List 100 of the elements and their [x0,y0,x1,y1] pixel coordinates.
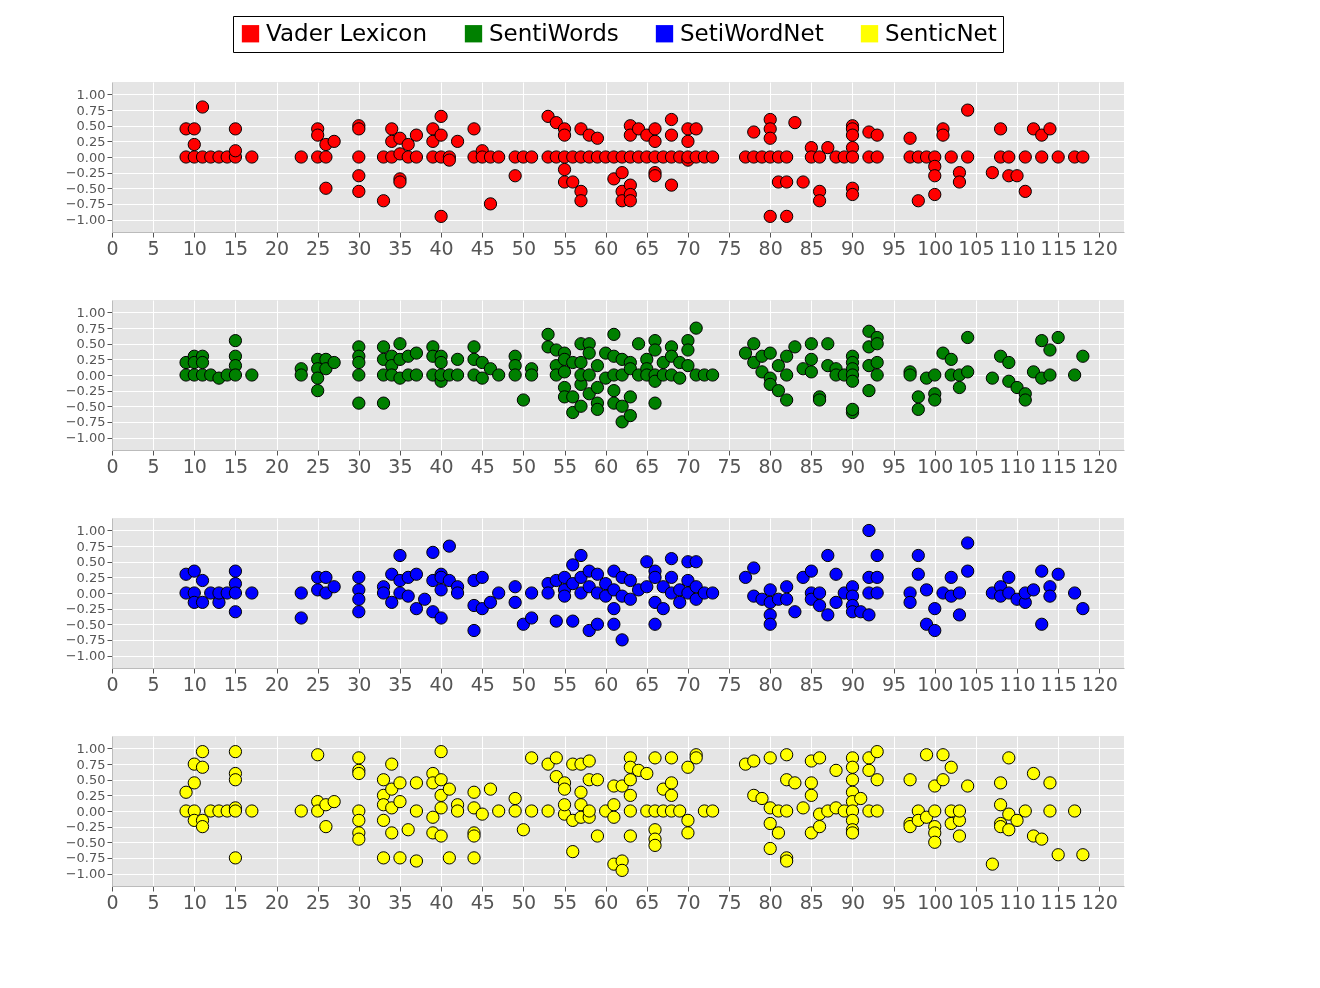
x-tick-label: 110 [999,890,1036,913]
x-tick-label: 80 [758,672,783,695]
x-tick-label: 105 [958,890,995,913]
x-tick-label: 85 [799,890,824,913]
x-tick-label: 90 [840,236,866,259]
x-tick-label: 30 [347,236,372,259]
x-tick-label: 120 [1081,454,1118,477]
y-tick-label: −0.75 [65,850,106,866]
x-tick-label: 55 [552,890,578,913]
x-tick-label: 45 [470,890,495,913]
x-tick-label: 60 [594,890,619,913]
x-tick-label: 40 [429,890,454,913]
x-tick-label: 40 [429,672,454,695]
x-tick-label: 40 [429,454,454,477]
x-tick-label: 105 [958,672,995,695]
y-tick-label: −0.75 [65,632,106,648]
y-tick-label: −0.25 [65,165,106,181]
y-tick-label: 0.75 [76,102,106,118]
y-tick-label: 0.00 [76,585,106,601]
x-tick-label: 35 [388,672,413,695]
x-tick-label: 10 [182,236,207,259]
x-tick-label: 50 [511,454,536,477]
x-tick-label: 90 [840,890,866,913]
legend-label: SentiWords [489,19,619,46]
x-tick-label: 20 [264,236,290,259]
x-tick-label: 15 [223,236,249,259]
y-tick-label: 0.25 [76,351,106,367]
x-tick-label: 110 [999,672,1036,695]
x-tick-label: 5 [147,236,160,259]
x-tick-label: 35 [388,236,413,259]
y-tick-label: 0.75 [76,756,106,772]
x-tick-label: 40 [429,236,454,259]
x-tick-label: 25 [306,236,331,259]
x-tick-label: 55 [552,236,578,259]
y-tick-label: 0.00 [76,367,106,383]
x-tick-label: 95 [882,890,907,913]
x-tick-label: 55 [552,454,578,477]
x-tick-label: 20 [264,890,290,913]
y-tick-label: −1.00 [65,866,106,881]
y-tick-label: 0.25 [76,133,106,149]
x-tick-label: 105 [958,236,995,259]
x-tick-label: 10 [182,454,207,477]
y-tick-label: −0.50 [65,834,106,850]
x-tick-label: 115 [1040,236,1077,259]
x-tick-label: 5 [147,672,160,695]
x-tick-label: 100 [917,890,954,913]
x-tick-label: 70 [676,672,701,695]
x-tick-label: 10 [182,890,207,913]
y-tick-label: 0.50 [76,336,106,352]
x-tick-label: 20 [264,672,290,695]
y-tick-label: −0.75 [65,414,106,430]
x-tick-label: 0 [106,890,119,913]
x-tick-label: 65 [635,454,660,477]
y-tick-label: 1.00 [76,305,106,320]
x-tick-label: 75 [717,672,742,695]
x-tick-label: 35 [388,890,413,913]
y-tick-label: 1.00 [76,741,106,756]
y-tick-label: 0.00 [76,149,106,165]
x-tick-label: 25 [306,890,331,913]
x-tick-label: 95 [882,672,907,695]
y-tick-label: −1.00 [65,648,106,663]
x-tick-label: 95 [882,236,907,259]
x-tick-label: 65 [635,890,660,913]
y-tick-label: 0.50 [76,772,106,788]
x-tick-label: 5 [147,454,160,477]
x-tick-label: 25 [306,454,331,477]
x-tick-label: 65 [635,672,660,695]
x-tick-label: 15 [223,454,249,477]
x-tick-label: 50 [511,890,536,913]
x-tick-label: 5 [147,890,160,913]
x-tick-label: 55 [552,672,578,695]
x-tick-label: 120 [1081,236,1118,259]
x-tick-label: 50 [511,236,536,259]
x-tick-label: 85 [799,672,824,695]
x-tick-label: 60 [594,672,619,695]
x-tick-label: 0 [106,672,119,695]
x-tick-label: 45 [470,236,495,259]
x-tick-label: 120 [1081,672,1118,695]
x-tick-label: 110 [999,236,1036,259]
x-tick-label: 50 [511,672,536,695]
legend-label: SetiWordNet [680,19,824,46]
x-tick-label: 120 [1081,890,1118,913]
x-tick-label: 85 [799,236,824,259]
y-tick-label: −0.25 [65,383,106,399]
x-tick-label: 85 [799,454,824,477]
y-tick-label: −0.25 [65,819,106,835]
x-tick-label: 30 [347,890,372,913]
y-tick-label: 0.50 [76,118,106,134]
y-tick-label: −1.00 [65,212,106,227]
y-tick-label: 0.50 [76,554,106,570]
x-tick-label: 60 [594,236,619,259]
x-tick-label: 45 [470,672,495,695]
x-tick-label: 60 [594,454,619,477]
x-tick-label: 25 [306,672,331,695]
x-tick-label: 70 [676,890,701,913]
y-tick-label: −0.50 [65,616,106,632]
x-tick-label: 0 [106,236,119,259]
x-tick-label: 75 [717,454,742,477]
x-tick-label: 115 [1040,890,1077,913]
x-tick-label: 15 [223,672,249,695]
